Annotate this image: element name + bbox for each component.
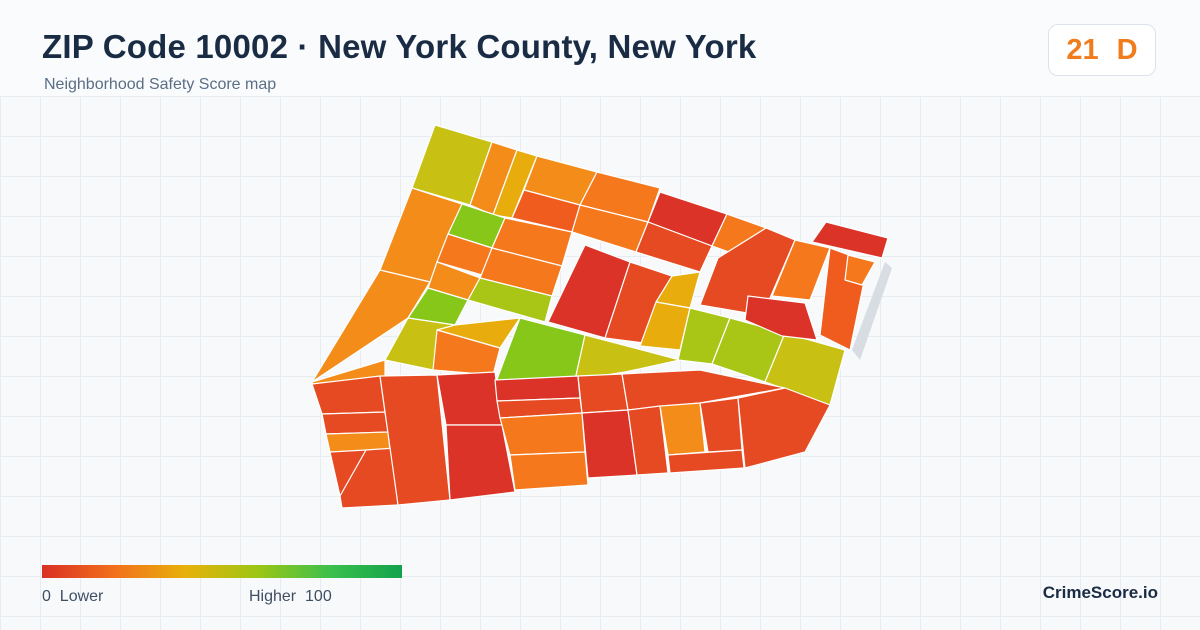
page-subtitle: Neighborhood Safety Score map bbox=[44, 76, 277, 93]
census-block-19[interactable] bbox=[467, 277, 553, 323]
census-block-46[interactable] bbox=[445, 424, 516, 501]
census-block-45[interactable] bbox=[436, 371, 503, 426]
census-block-47[interactable] bbox=[494, 375, 581, 402]
legend-max-value: 100 bbox=[305, 588, 332, 605]
legend-gradient-bar bbox=[42, 565, 402, 578]
census-block-36[interactable] bbox=[844, 254, 876, 286]
safety-legend: 0 Lower Higher 100 bbox=[42, 565, 402, 610]
census-block-53[interactable] bbox=[621, 369, 786, 411]
census-block-54[interactable] bbox=[627, 405, 669, 476]
census-block-58[interactable] bbox=[737, 387, 831, 469]
census-block-34[interactable] bbox=[771, 239, 831, 301]
brand-logo-text: CrimeScore.io bbox=[1042, 583, 1158, 602]
census-block-37[interactable] bbox=[744, 295, 818, 341]
legend-min-value: 0 bbox=[42, 588, 51, 605]
score-value: 21 bbox=[1066, 33, 1099, 66]
page-title: ZIP Code 10002 · New York County, New Yo… bbox=[42, 28, 757, 65]
census-block-57[interactable] bbox=[667, 449, 745, 474]
census-block-52[interactable] bbox=[581, 409, 638, 479]
census-block-38[interactable] bbox=[811, 221, 889, 259]
census-block-51[interactable] bbox=[577, 373, 629, 414]
legend-min-label: Lower bbox=[59, 588, 104, 605]
header-band bbox=[0, 0, 1200, 96]
census-block-50[interactable] bbox=[509, 451, 589, 491]
map-shadow bbox=[852, 262, 892, 360]
map-blocks bbox=[311, 124, 889, 509]
census-block-49[interactable] bbox=[499, 412, 586, 456]
census-block-40[interactable] bbox=[321, 411, 389, 435]
safety-score-badge: 21 D bbox=[1048, 24, 1156, 76]
census-block-56[interactable] bbox=[699, 397, 743, 453]
legend-max-label: Higher bbox=[249, 588, 297, 605]
census-block-29[interactable] bbox=[574, 334, 681, 381]
census-block-55[interactable] bbox=[659, 402, 706, 456]
score-grade: D bbox=[1116, 33, 1138, 66]
